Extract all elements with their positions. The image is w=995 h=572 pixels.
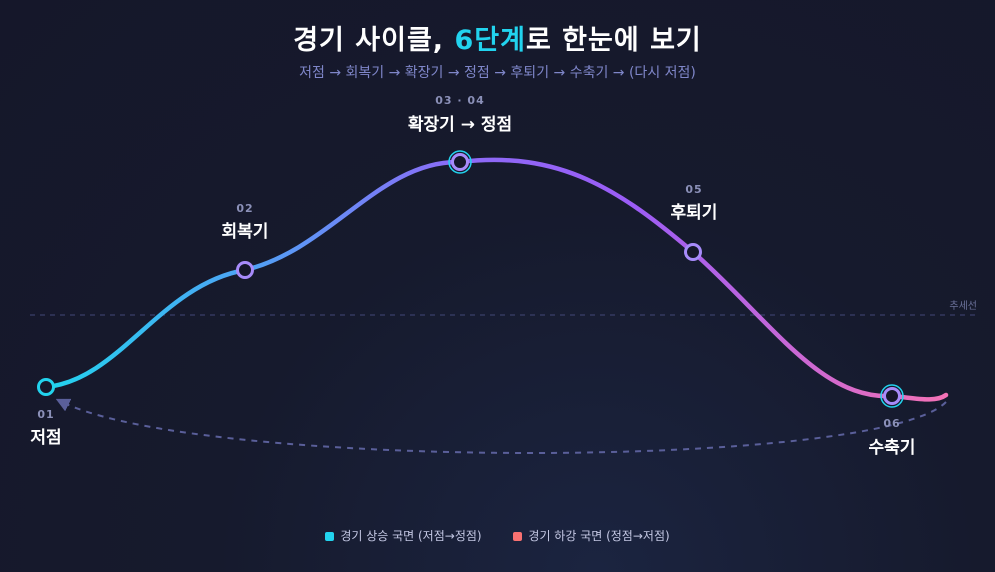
node-contraction xyxy=(880,384,904,408)
page-subtitle: 저점 → 회복기 → 확장기 → 정점 → 후퇴기 → 수축기 → (다시 저점… xyxy=(299,65,696,81)
title-text: 경기 사이클, xyxy=(293,25,455,56)
legend: 경기 상승 국면 (저점→정점) 경기 하강 국면 (정점→저점) xyxy=(0,527,995,544)
title-highlight: 6단계 xyxy=(454,25,526,56)
title-text-end: 로 한눈에 보기 xyxy=(525,25,702,56)
page-title: 경기 사이클, 6단계로 한눈에 보기 xyxy=(0,18,995,57)
node-trough xyxy=(37,378,55,396)
legend-label: 경기 하강 국면 (정점→저점) xyxy=(528,529,670,543)
legend-label: 경기 상승 국면 (저점→정점) xyxy=(340,529,482,543)
stage-number: 05 xyxy=(685,183,702,196)
legend-item-fall: 경기 하강 국면 (정점→저점) xyxy=(513,527,670,544)
cycle-return-arrow xyxy=(55,398,947,454)
stage-name: 확장기 → 정점 xyxy=(408,115,512,135)
legend-swatch-fall xyxy=(513,532,523,541)
stage-name: 저점 xyxy=(30,428,61,448)
legend-item-rise: 경기 상승 국면 (저점→정점) xyxy=(325,527,482,544)
stage-number: 03 · 04 xyxy=(435,94,484,107)
stage-name: 회복기 xyxy=(222,222,269,242)
business-cycle-curve xyxy=(43,157,949,402)
stage-name: 후퇴기 xyxy=(671,202,718,223)
stage-name: 수축기 xyxy=(869,438,916,458)
stage-number: 02 xyxy=(236,202,253,215)
node-recovery xyxy=(236,261,254,279)
node-recession xyxy=(684,243,702,261)
stage-number: 01 xyxy=(37,408,54,421)
trend-label: 추세선 xyxy=(949,300,977,312)
node-peak xyxy=(448,150,472,174)
legend-swatch-rise xyxy=(325,532,335,541)
stage-number: 06 xyxy=(883,417,900,430)
